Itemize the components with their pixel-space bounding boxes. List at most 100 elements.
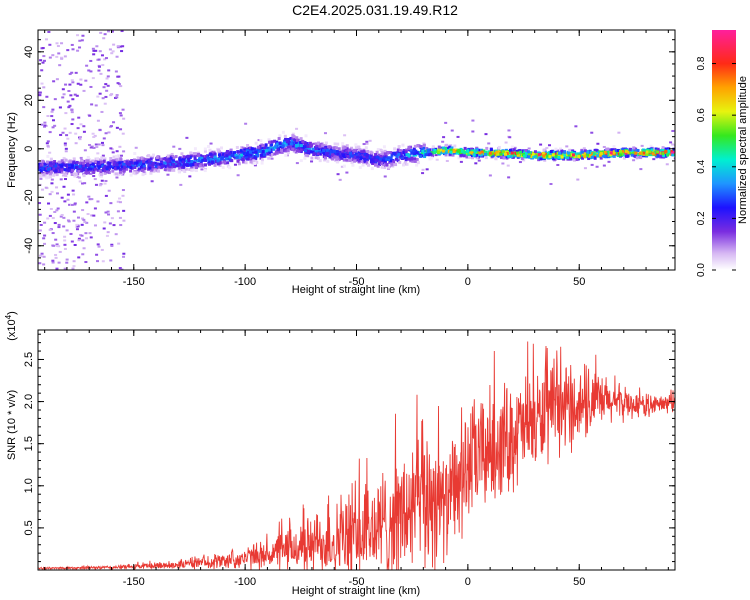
ridge-cell <box>419 145 423 149</box>
noise-speck <box>43 234 47 237</box>
ridge-cell <box>303 156 307 160</box>
noise-speck <box>77 239 81 242</box>
ridge-cell <box>628 147 632 151</box>
noise-speck <box>527 147 531 150</box>
ridge-cell <box>315 144 319 148</box>
ridge-cell <box>662 155 666 159</box>
noise-speck <box>88 232 92 235</box>
ridge-cell <box>407 153 411 157</box>
snr-panel: -150 -100 -50 0 50 0.5 1.0 1.5 2.0 2.5 Height of … <box>4 311 676 597</box>
ridge-cell <box>622 156 626 160</box>
ridge-cell <box>548 151 552 155</box>
ridge-cell <box>448 152 452 156</box>
ridge-cell <box>389 151 393 155</box>
noise-speck <box>312 142 316 145</box>
noise-speck <box>95 253 99 256</box>
ridge-cell <box>609 151 613 155</box>
ridge-cell <box>222 160 226 164</box>
noise-speck <box>95 146 99 149</box>
ridge-cell <box>537 156 541 160</box>
ridge-cell <box>189 151 193 155</box>
ridge-cell <box>96 164 100 168</box>
ridge-cell <box>373 163 377 167</box>
ridge-cell <box>170 164 174 168</box>
noise-speck <box>51 108 55 111</box>
ridge-cell <box>194 163 198 167</box>
ridge-cell <box>620 152 624 156</box>
ridge-cell <box>358 148 362 152</box>
ridge-cell <box>403 156 407 160</box>
ridge-cell <box>325 150 329 154</box>
ridge-cell <box>638 152 642 156</box>
ridge-cell <box>289 142 293 146</box>
ridge-cell <box>560 155 564 159</box>
ridge-cell <box>203 147 207 151</box>
noise-speck <box>99 31 103 34</box>
ridge-cell <box>185 162 189 166</box>
ridge-cell <box>139 165 143 169</box>
noise-speck <box>78 39 82 42</box>
ridge-cell <box>249 146 253 150</box>
noise-speck <box>97 245 101 248</box>
ridge-cell <box>460 149 464 153</box>
noise-speck <box>87 69 91 72</box>
noise-speck <box>46 115 50 118</box>
ridge-cell <box>136 169 140 173</box>
ridge-cell <box>182 162 186 166</box>
ridge-cell <box>98 160 102 164</box>
noise-speck <box>583 167 587 170</box>
ridge-cell <box>109 157 113 161</box>
ridge-cell <box>216 159 220 163</box>
noise-speck <box>76 82 80 85</box>
noise-speck <box>71 118 75 121</box>
ridge-cell <box>361 156 365 160</box>
noise-speck <box>94 104 98 107</box>
noise-speck <box>77 176 81 179</box>
noise-speck <box>61 96 65 99</box>
ridge-cell <box>445 144 449 148</box>
ridge-cell <box>328 155 332 159</box>
ridge-cell <box>99 170 103 174</box>
noise-speck <box>98 50 102 53</box>
ridge-cell <box>131 164 135 168</box>
ridge-cell <box>172 156 176 160</box>
ridge-cell <box>191 168 195 172</box>
ridge-cell <box>669 150 673 154</box>
ridge-cell <box>41 159 45 163</box>
ridge-cell <box>380 162 384 166</box>
ridge-cell <box>52 173 56 177</box>
ridge-cell <box>155 157 159 161</box>
ridge-cell <box>259 139 263 143</box>
ridge-cell <box>645 148 649 152</box>
noise-speck <box>78 136 82 139</box>
noise-speck <box>44 38 48 41</box>
ridge-cell <box>321 146 325 150</box>
ridge-cell <box>443 147 447 151</box>
ridge-cell <box>431 145 435 149</box>
ridge-cell <box>292 135 296 139</box>
ridge-cell <box>510 145 514 149</box>
ridge-cell <box>402 163 406 167</box>
ridge-cell <box>299 148 303 152</box>
ridge-cell <box>350 146 354 150</box>
ridge-cell <box>381 152 385 156</box>
ridge-cell <box>261 150 265 154</box>
ridge-cell <box>159 159 163 163</box>
noise-speck <box>101 154 105 157</box>
ridge-cell <box>291 141 295 145</box>
noise-speck <box>57 223 61 226</box>
ridge-cell <box>256 145 260 149</box>
noise-speck <box>434 154 438 157</box>
noise-speck <box>104 194 108 197</box>
y-tick-label: 40 <box>23 46 35 58</box>
ridge-cell <box>143 171 147 175</box>
noise-speck <box>100 141 104 144</box>
ridge-cell <box>122 169 126 173</box>
noise-speck <box>88 143 92 146</box>
ridge-cell <box>249 160 253 164</box>
ridge-cell <box>354 145 358 149</box>
noise-speck <box>69 94 73 97</box>
ridge-cell <box>160 165 164 169</box>
ridge-cell <box>621 150 625 154</box>
ridge-cell <box>650 150 654 154</box>
